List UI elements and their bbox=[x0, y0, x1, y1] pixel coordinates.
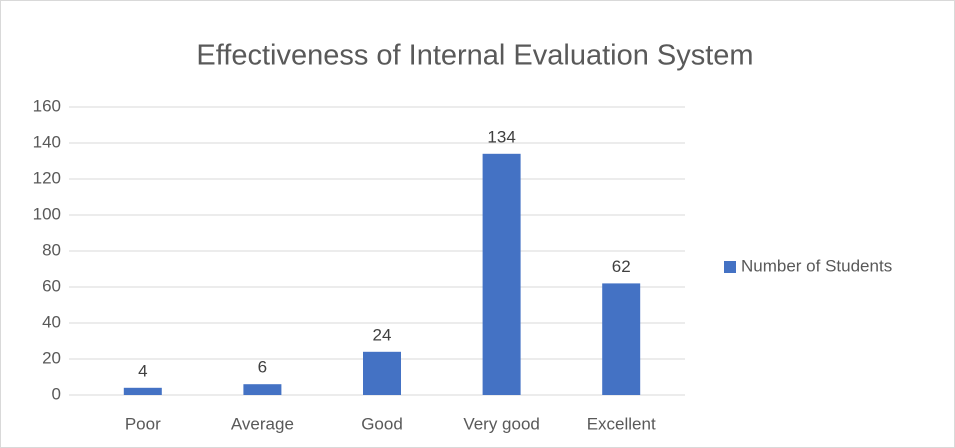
x-tick-label: Excellent bbox=[587, 414, 656, 433]
bar bbox=[482, 153, 521, 395]
bar bbox=[123, 387, 162, 395]
data-label: 24 bbox=[373, 325, 392, 344]
data-label: 4 bbox=[138, 361, 147, 380]
y-tick-label: 80 bbox=[42, 240, 61, 259]
y-tick-label: 100 bbox=[33, 204, 61, 223]
data-label: 134 bbox=[487, 127, 515, 146]
data-label: 62 bbox=[612, 257, 631, 276]
y-tick-label: 60 bbox=[42, 276, 61, 295]
x-tick-label: Very good bbox=[463, 414, 540, 433]
y-tick-label: 120 bbox=[33, 168, 61, 187]
data-label: 6 bbox=[258, 358, 267, 377]
bar bbox=[602, 283, 641, 395]
legend-swatch bbox=[724, 261, 736, 273]
chart-title: Effectiveness of Internal Evaluation Sys… bbox=[196, 40, 753, 72]
y-tick-label: 20 bbox=[42, 348, 61, 367]
y-tick-label: 40 bbox=[42, 312, 61, 331]
y-tick-label: 160 bbox=[33, 96, 61, 115]
y-tick-label: 0 bbox=[52, 384, 61, 403]
legend-label: Number of Students bbox=[741, 256, 892, 275]
x-tick-label: Poor bbox=[125, 414, 161, 433]
bar bbox=[243, 384, 282, 395]
x-tick-label: Good bbox=[361, 414, 403, 433]
x-tick-label: Average bbox=[231, 414, 294, 433]
y-tick-label: 140 bbox=[33, 132, 61, 151]
bar bbox=[363, 351, 401, 395]
